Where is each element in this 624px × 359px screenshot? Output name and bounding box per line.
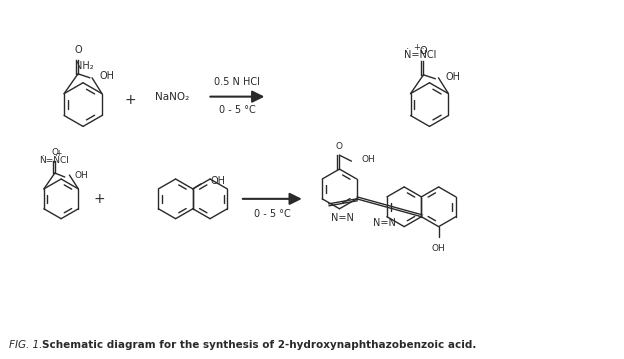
- Text: O: O: [336, 142, 343, 151]
- Text: +: +: [413, 43, 420, 52]
- Text: 0.5 N HCl: 0.5 N HCl: [215, 77, 260, 87]
- Text: OH: OH: [446, 72, 461, 82]
- Text: 0 - 5 °C: 0 - 5 °C: [254, 209, 291, 219]
- Text: Schematic diagram for the synthesis of 2-hydroxynaphthazobenzoic acid.: Schematic diagram for the synthesis of 2…: [42, 340, 477, 350]
- Text: Ṅ=ṄCl: Ṅ=ṄCl: [404, 50, 437, 60]
- Text: +: +: [125, 93, 137, 107]
- Text: O: O: [74, 45, 82, 55]
- Text: OH: OH: [100, 71, 115, 81]
- Text: O: O: [51, 148, 58, 157]
- Text: FIG. 1.: FIG. 1.: [9, 340, 46, 350]
- Text: NaNO₂: NaNO₂: [155, 92, 190, 102]
- Text: N=N: N=N: [373, 218, 396, 228]
- Text: O: O: [419, 46, 427, 56]
- Text: OH: OH: [432, 243, 446, 252]
- Text: Ṅ=ṄCl: Ṅ=ṄCl: [39, 156, 69, 165]
- Text: OH: OH: [361, 155, 375, 164]
- Text: OH: OH: [211, 176, 226, 186]
- Text: NH₂: NH₂: [75, 61, 94, 71]
- Text: OH: OH: [75, 171, 89, 180]
- Text: +: +: [93, 192, 105, 206]
- Text: +: +: [56, 149, 62, 158]
- Text: 0 - 5 °C: 0 - 5 °C: [219, 104, 256, 115]
- Text: N=N: N=N: [331, 213, 354, 223]
